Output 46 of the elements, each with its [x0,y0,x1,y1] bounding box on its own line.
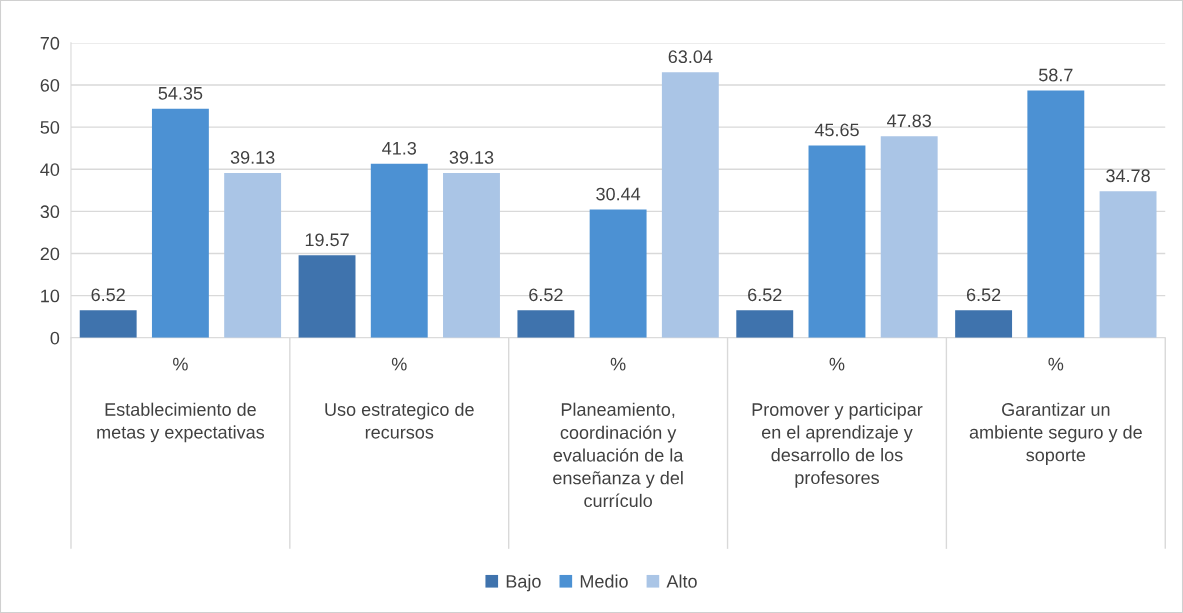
y-tick-label: 10 [41,289,60,303]
data-label: 63.04 [668,50,713,64]
bar [298,255,356,338]
bar [955,310,1013,338]
data-label: 6.52 [529,288,563,302]
category-label: % Garantizar un ambiente seguro y de soporte [969,357,1142,465]
category-label: % Establecimiento de metas y expectativas [97,357,265,443]
bar [589,209,647,338]
legend-label: Medio [580,574,628,588]
bar [79,310,137,338]
data-label: 6.52 [748,288,782,302]
y-tick-label: 30 [40,205,60,219]
data-label: 19.57 [305,233,349,247]
bar [517,310,575,338]
data-label: 58.7 [1038,68,1073,82]
data-label: 6.52 [966,288,1001,302]
bar [443,172,500,338]
y-tick-label: 0 [50,331,60,345]
data-label: 47.83 [887,114,931,128]
category-label: % Planeamiento, coordinación y evaluación de la enseñanza y del currículo [553,357,684,508]
data-label: 39.13 [230,151,275,164]
data-label: 45.65 [814,123,859,137]
data-label: 54.35 [158,86,203,100]
data-label: 6.52 [91,288,125,302]
data-label: 30.44 [596,187,641,201]
bar [151,108,209,338]
bar [370,163,428,338]
bar [224,172,282,338]
data-label: 34.78 [1106,169,1150,183]
y-tick-label: 50 [40,121,60,134]
bar [880,136,938,338]
bar [1027,90,1085,338]
y-tick-label: 20 [40,247,60,261]
bar [1099,191,1157,338]
category-label: % Uso estrategico de recursos [325,357,474,439]
y-tick-label: 70 [40,36,60,50]
bar [808,145,866,338]
bar [736,310,794,338]
data-label: 39.13 [449,151,494,164]
category-label: % Promover y participar en el aprendizaje y desarrollo de los profesores [752,357,923,488]
legend-label: Bajo [506,574,541,592]
y-tick-label: 40 [40,163,60,176]
legend-label: Alto [666,574,697,588]
y-tick-label: 60 [40,78,60,92]
bar [661,72,719,338]
data-label: 41.3 [382,141,417,155]
